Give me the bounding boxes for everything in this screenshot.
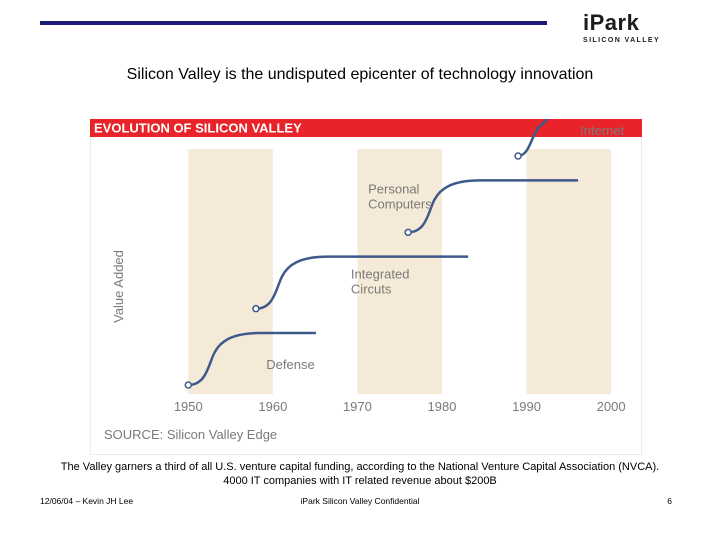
evolution-figure: EVOLUTION OF SILICON VALLEY Value Added 19… bbox=[89, 106, 643, 456]
decade-band bbox=[357, 149, 442, 394]
slide-title: Silicon Valley is the undisputed epicent… bbox=[126, 66, 594, 83]
header-rule bbox=[40, 21, 547, 25]
era-curve bbox=[188, 331, 316, 387]
era-start-marker bbox=[404, 228, 412, 237]
y-axis-label: Value Added bbox=[111, 250, 126, 323]
x-tick-label: 1980 bbox=[428, 399, 457, 414]
era-start-marker bbox=[252, 304, 260, 313]
source-note: SOURCE: Silicon Valley Edge bbox=[104, 427, 277, 442]
chart-title: EVOLUTION OF SILICON VALLEY bbox=[94, 121, 302, 136]
era-label: Personal bbox=[368, 181, 419, 196]
footer-date-author: 12/06/04 – Kevin JH Lee bbox=[40, 496, 134, 506]
era-label: Circuts bbox=[351, 282, 392, 297]
era-label: Computers bbox=[368, 196, 432, 211]
logo-tagline: SILICON VALLEY bbox=[583, 37, 661, 44]
x-tick-label: 1990 bbox=[512, 399, 541, 414]
evolution-chart: EVOLUTION OF SILICON VALLEY Value Added 19… bbox=[89, 106, 643, 456]
era-curve bbox=[255, 255, 469, 310]
era-label: Integrated bbox=[351, 267, 410, 282]
title-banner bbox=[90, 119, 642, 137]
x-tick-label: 1960 bbox=[258, 399, 287, 414]
era-start-marker bbox=[514, 152, 522, 160]
era-start-marker bbox=[184, 381, 193, 389]
logo-wordmark: iPark bbox=[583, 10, 640, 35]
decade-band bbox=[526, 149, 612, 394]
x-tick-label: 2000 bbox=[597, 399, 626, 414]
x-tick-label: 1970 bbox=[343, 399, 372, 414]
footer-confidential: iPark Silicon Valley Confidential bbox=[300, 496, 420, 506]
x-tick-label: 1950 bbox=[174, 399, 203, 414]
era-curve bbox=[408, 179, 579, 234]
era-label: Internet bbox=[580, 123, 624, 138]
era-label: Defense bbox=[266, 357, 314, 372]
page-number: 6 bbox=[667, 496, 672, 506]
slide-caption: The Valley garners a third of all U.S. v… bbox=[60, 461, 660, 487]
decade-band bbox=[188, 149, 273, 394]
ipark-logo: iPark SILICON VALLEY bbox=[583, 12, 683, 46]
